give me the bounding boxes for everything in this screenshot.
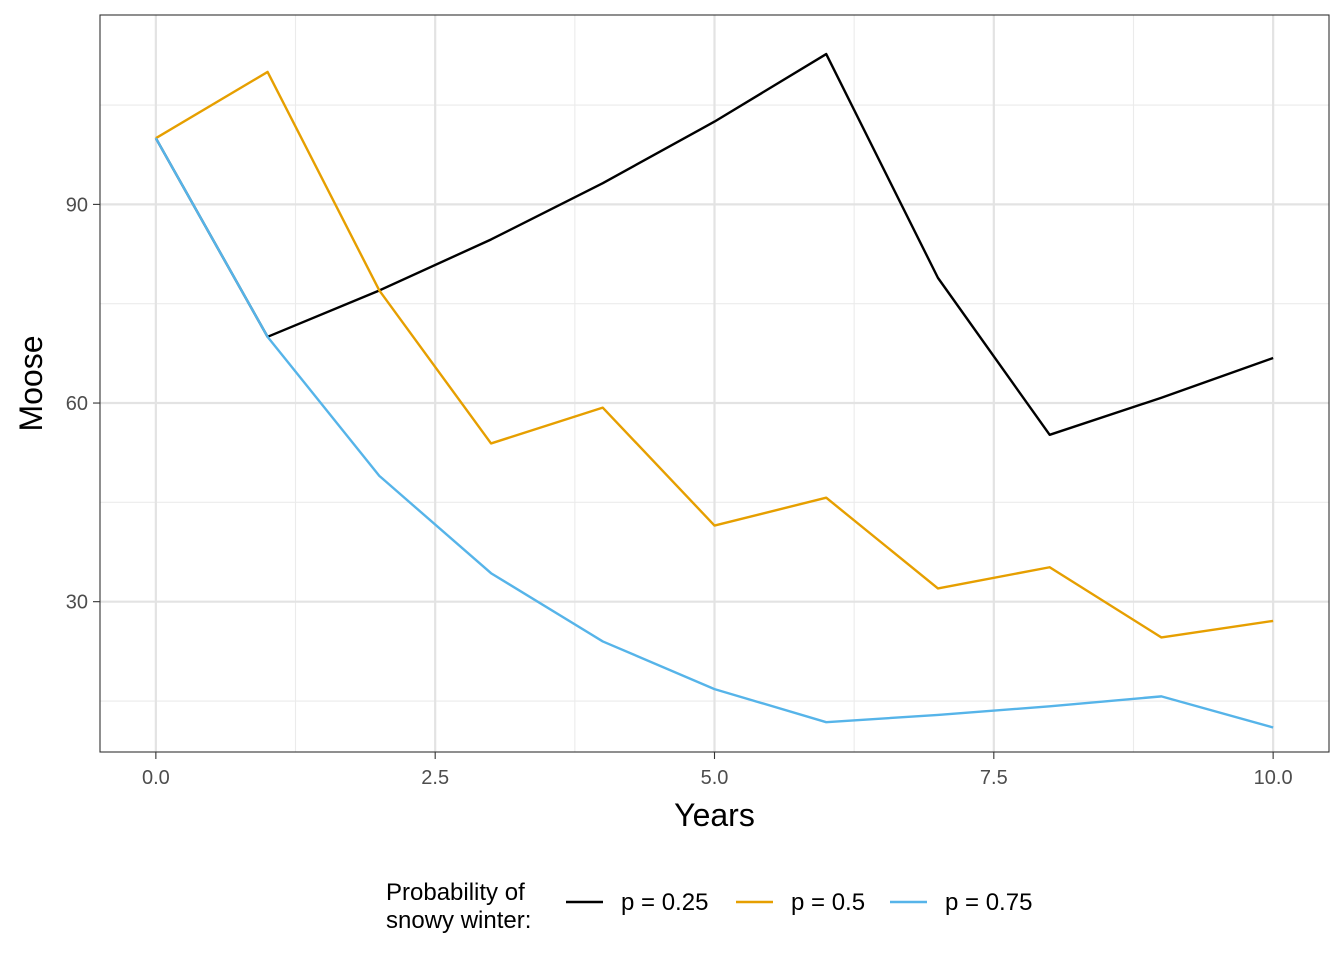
legend: Probability of snowy winter: p = 0.25 p =… (386, 879, 1032, 934)
legend-title: Probability of snowy winter: (386, 879, 531, 934)
legend-label-3: p = 0.75 (945, 889, 1032, 916)
x-tick-label: 10.0 (1254, 767, 1293, 789)
series-line-2 (155, 70, 1274, 639)
legend-title-line-1: Probability of (386, 879, 525, 906)
x-axis-title: Years (674, 797, 755, 833)
y-tick-label: 30 (66, 592, 88, 614)
y-tick-label: 90 (66, 194, 88, 216)
x-tick-label: 5.0 (701, 767, 729, 789)
y-tick-label: 60 (66, 393, 88, 415)
series-lines (154, 52, 1274, 729)
legend-label-2: p = 0.5 (791, 889, 865, 916)
x-axis: 0.0 2.5 5.0 7.5 10.0 (142, 752, 1293, 789)
x-tick-label: 0.0 (142, 767, 170, 789)
series-line-1 (154, 52, 1274, 437)
legend-title-line-2: snowy winter: (386, 907, 531, 934)
x-tick-label: 7.5 (980, 767, 1008, 789)
y-axis-title: Moose (13, 335, 49, 431)
legend-label-1: p = 0.25 (621, 889, 708, 916)
series-line-3 (154, 137, 1274, 729)
y-axis: 30 60 90 (66, 194, 100, 614)
x-tick-label: 2.5 (421, 767, 449, 789)
major-gridlines (100, 15, 1329, 752)
